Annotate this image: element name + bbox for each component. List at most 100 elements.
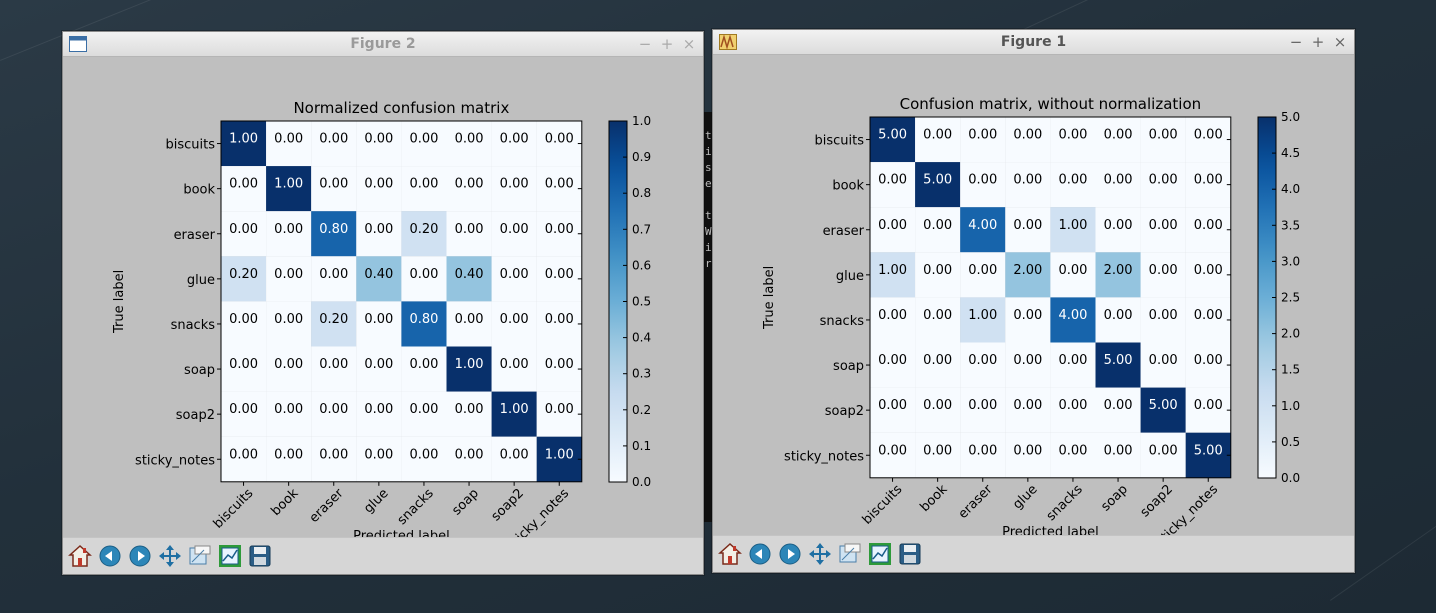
cell-value-label: 0.00 xyxy=(229,357,258,372)
forward-button[interactable] xyxy=(127,543,153,569)
y-tick-label: sticky_notes xyxy=(135,453,215,468)
matrix-cell xyxy=(1005,252,1051,298)
cell-value-label: 0.00 xyxy=(229,177,258,192)
close-button[interactable]: × xyxy=(1333,33,1347,51)
cell-value-label: 1.00 xyxy=(878,263,907,278)
window-app-icon xyxy=(69,36,87,52)
save-button[interactable] xyxy=(247,543,273,569)
save-button[interactable] xyxy=(897,541,923,567)
cell-value-label: 0.00 xyxy=(229,447,258,462)
matrix-cell xyxy=(266,301,312,347)
cell-value-label: 0.00 xyxy=(274,267,303,282)
cell-value-label: 0.00 xyxy=(409,357,438,372)
colorbar-tick-label: 0.6 xyxy=(632,258,651,272)
matrix-cell xyxy=(266,346,312,392)
cell-value-label: 0.00 xyxy=(364,222,393,237)
matrix-cell xyxy=(401,391,447,437)
title-bar[interactable]: Figure 2 − + × xyxy=(63,32,703,57)
close-button[interactable]: × xyxy=(682,35,696,53)
home-button[interactable] xyxy=(67,543,93,569)
colorbar-tick-label: 0.7 xyxy=(632,222,651,236)
cell-value-label: 0.00 xyxy=(274,312,303,327)
matrix-cell xyxy=(960,432,1006,478)
matrix-cell xyxy=(401,436,447,482)
matrix-frame xyxy=(869,116,1232,479)
y-tick-label: snacks xyxy=(820,314,865,329)
matrix-cell xyxy=(446,301,492,347)
cell-value-label: 0.00 xyxy=(229,402,258,417)
cell-value-label: 0.00 xyxy=(1104,128,1133,143)
forward-button[interactable] xyxy=(777,541,803,567)
cell-value-label: 0.00 xyxy=(274,402,303,417)
home-button[interactable] xyxy=(717,541,743,567)
zoom-button[interactable] xyxy=(187,543,213,569)
x-tick-label: book xyxy=(268,486,301,519)
x-tick-label: snacks xyxy=(1044,482,1086,524)
matrix-cell xyxy=(536,301,582,347)
cell-value-label: 0.00 xyxy=(545,357,574,372)
matrix-cell xyxy=(960,342,1006,388)
cell-value-label: 0.00 xyxy=(923,218,952,233)
matrix-cell xyxy=(1185,117,1231,163)
cell-value-label: 0.00 xyxy=(968,398,997,413)
maximize-button[interactable]: + xyxy=(660,35,674,53)
back-button[interactable] xyxy=(97,543,123,569)
pan-button[interactable] xyxy=(807,541,833,567)
matrix-cell xyxy=(870,387,916,433)
cell-value-label: 0.00 xyxy=(1104,218,1133,233)
matrix-cell xyxy=(1050,207,1096,253)
back-icon xyxy=(99,545,121,567)
cell-value-label: 5.00 xyxy=(1194,443,1223,458)
cell-value-label: 0.00 xyxy=(1149,128,1178,143)
cell-value-label: 0.00 xyxy=(1104,308,1133,323)
cell-value-label: 0.00 xyxy=(1104,173,1133,188)
cell-value-label: 0.00 xyxy=(364,402,393,417)
matrix-cell xyxy=(356,301,402,347)
colorbar-tick-label: 0.0 xyxy=(632,475,651,489)
y-tick-label: soap xyxy=(833,359,864,374)
matrix-cell xyxy=(401,256,447,302)
cell-value-label: 0.00 xyxy=(455,402,484,417)
x-tick-label: soap2 xyxy=(1138,482,1176,520)
matrix-cell xyxy=(491,346,537,392)
matrix-cell xyxy=(1185,432,1231,478)
matrix-cell xyxy=(356,166,402,212)
back-button[interactable] xyxy=(747,541,773,567)
matrix-cell xyxy=(1095,342,1141,388)
matrix-cell xyxy=(221,256,267,302)
matrix-cell xyxy=(1050,162,1096,208)
pan-button[interactable] xyxy=(157,543,183,569)
cell-value-label: 0.20 xyxy=(229,267,258,282)
maximize-button[interactable]: + xyxy=(1311,33,1325,51)
matrix-cell xyxy=(221,121,267,167)
cell-value-label: 0.20 xyxy=(319,312,348,327)
minimize-button[interactable]: − xyxy=(638,35,652,53)
subplots-button[interactable] xyxy=(867,541,893,567)
cell-value-label: 0.00 xyxy=(1194,263,1223,278)
matrix-cell xyxy=(1185,387,1231,433)
title-bar[interactable]: Figure 1 − + × xyxy=(713,30,1354,55)
matrix-cell xyxy=(401,166,447,212)
subplots-button[interactable] xyxy=(217,543,243,569)
colorbar-tick-label: 3.5 xyxy=(1281,218,1300,232)
normalized-confusion-matrix-plot: Normalized confusion matrix 1.00 0.00 0.00 0… xyxy=(112,99,651,537)
cell-value-label: 0.00 xyxy=(545,402,574,417)
matrix-cell xyxy=(1095,432,1141,478)
colorbar-tick-label: 5.0 xyxy=(1281,110,1300,124)
matrix-cell xyxy=(401,211,447,257)
forward-icon xyxy=(129,545,151,567)
cell-value-label: 0.00 xyxy=(1013,443,1042,458)
y-tick-label: soap xyxy=(184,363,215,378)
matrix-cell xyxy=(915,207,961,253)
minimize-button[interactable]: − xyxy=(1289,33,1303,51)
matrix-cell xyxy=(491,121,537,167)
cell-value-label: 0.00 xyxy=(1013,308,1042,323)
matrix-cell xyxy=(491,301,537,347)
matrix-cell xyxy=(536,121,582,167)
matrix-cell xyxy=(1050,117,1096,163)
matrix-cell xyxy=(960,387,1006,433)
x-axis-label: Predicted label xyxy=(353,529,450,537)
cell-value-label: 0.00 xyxy=(229,222,258,237)
zoom-button[interactable] xyxy=(837,541,863,567)
cell-value-label: 0.00 xyxy=(968,443,997,458)
